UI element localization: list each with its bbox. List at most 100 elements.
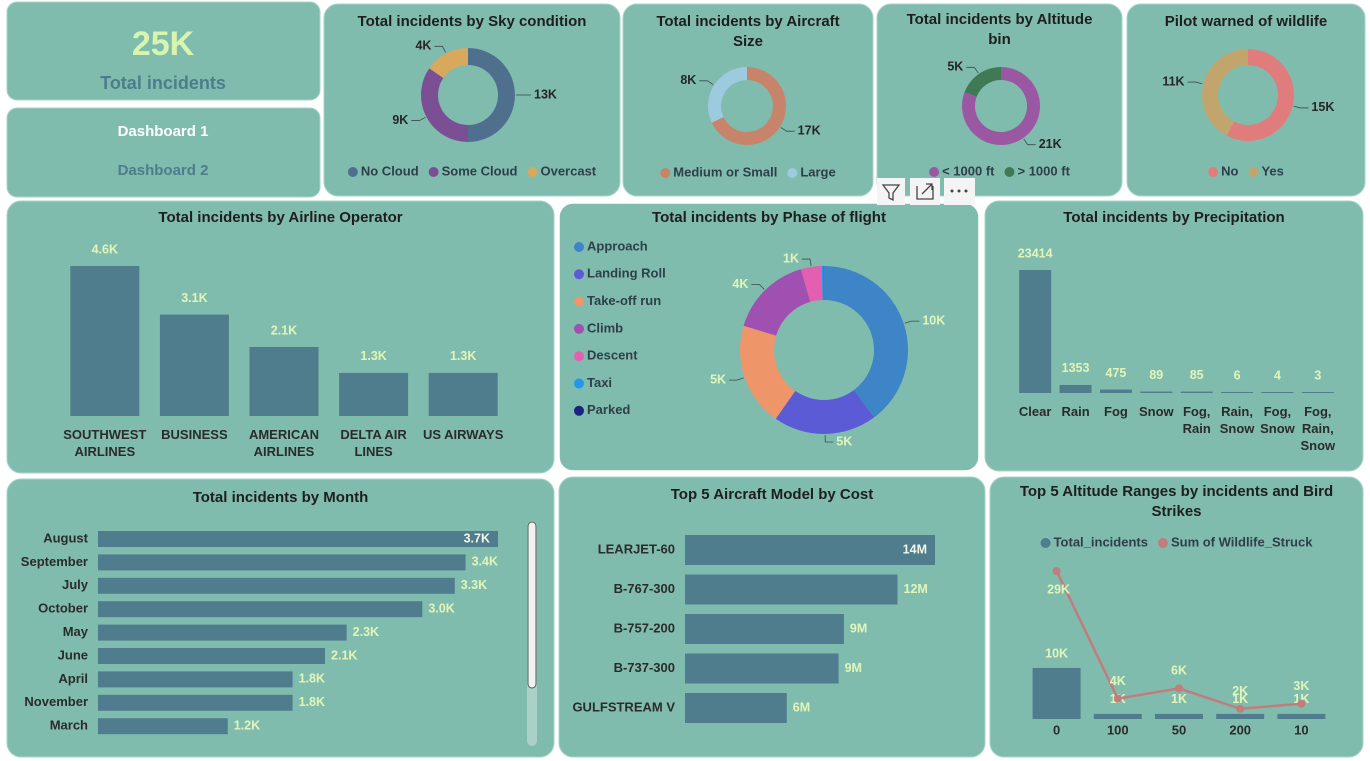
data-label: 5K <box>947 60 963 74</box>
legend-label: > 1000 ft <box>1018 163 1071 178</box>
x-tick-label: 0 <box>1053 722 1060 737</box>
data-label: 3.7K <box>464 531 490 545</box>
y-tick-label: LEARJET-60 <box>598 541 675 556</box>
bar <box>339 372 409 415</box>
text-line: SOUTHWEST <box>63 427 146 442</box>
bar <box>1019 270 1052 392</box>
legend-label: Take-off run <box>587 293 661 308</box>
text-line: US AIRWAYS <box>423 427 504 442</box>
data-label: 8K <box>680 73 696 87</box>
legend-label: Total_incidents <box>1054 534 1148 549</box>
data-label: 6M <box>793 700 810 714</box>
text-line: Rain, <box>1221 404 1253 419</box>
text-line: Strikes <box>1151 503 1201 520</box>
line-point <box>1052 567 1061 575</box>
data-label: 1.2K <box>234 718 260 732</box>
leader-line <box>904 320 920 324</box>
donut-segment <box>743 269 811 336</box>
text-line: DELTA AIR <box>340 427 407 442</box>
chart-title: Total incidents by Sky condition <box>358 13 587 30</box>
chart-title: Top 5 Altitude Ranges by incidents and B… <box>1020 483 1333 520</box>
text-line: Total incidents by Altitude <box>907 11 1093 28</box>
text-line: Total incidents by Sky condition <box>358 13 587 30</box>
data-label: 3.1K <box>181 291 207 305</box>
text-line: Rain, <box>1302 421 1334 436</box>
data-label: 1K <box>1171 692 1187 706</box>
line-point <box>1175 684 1183 693</box>
text-line: Size <box>733 33 763 50</box>
y-tick-label: B-737-300 <box>614 660 675 675</box>
charts: Total incidents by Sky condition 13K 9K 4K N… <box>6 3 1366 758</box>
text-line: AMERICAN <box>249 427 319 442</box>
text-line: Pilot warned of wildlife <box>1165 13 1328 30</box>
x-tick-label: Fog, Rain, Snow <box>1300 404 1336 453</box>
leader-line <box>434 45 447 53</box>
data-label: 21K <box>1039 137 1062 151</box>
data-label: 11K <box>1162 74 1184 88</box>
text-line: Fog <box>1104 404 1128 419</box>
leader-line <box>802 258 812 267</box>
legend-marker <box>574 242 584 252</box>
data-label: 1K <box>783 251 799 265</box>
text-line: Total incidents by Precipitation <box>1063 209 1284 226</box>
text-line: LINES <box>354 444 393 459</box>
leader-line <box>699 80 714 85</box>
bar <box>1059 384 1092 392</box>
legend-label: Yes <box>1261 163 1283 178</box>
bar <box>685 653 839 684</box>
kpi-label: Total incidents <box>100 73 226 93</box>
chart-title: Total incidents by Aircraft Size <box>656 13 839 50</box>
chart-card <box>876 3 1123 197</box>
donut-segment <box>1226 49 1294 141</box>
text-line: Snow <box>1260 421 1296 436</box>
text-line: BUSINESS <box>161 427 228 442</box>
data-label: 10K <box>922 313 945 327</box>
legend-marker <box>527 167 538 177</box>
x-tick-label: SOUTHWEST AIRLINES <box>63 427 146 459</box>
data-label: 2.3K <box>353 625 379 639</box>
y-tick-label: B-757-200 <box>614 620 675 635</box>
filter-button[interactable] <box>877 178 905 205</box>
bar <box>98 718 228 735</box>
legend-label: Some Cloud <box>442 163 518 178</box>
text-line: Top 5 Altitude Ranges by incidents and B… <box>1020 483 1333 500</box>
legend-marker <box>574 378 584 389</box>
y-tick-label: September <box>21 554 88 569</box>
bar <box>1155 713 1203 719</box>
chart-card <box>984 200 1364 472</box>
bar <box>98 531 498 547</box>
bar <box>685 535 935 565</box>
data-label: 14M <box>903 542 927 556</box>
donut-segment <box>800 266 823 302</box>
legend-marker <box>574 351 584 362</box>
leader-line <box>729 377 744 381</box>
legend-marker <box>660 168 671 178</box>
nav-button[interactable]: Dashboard 1 <box>118 123 209 140</box>
data-label: 1K <box>1232 692 1248 706</box>
text-line: bin <box>988 31 1011 48</box>
scrollbar-thumb[interactable] <box>527 521 537 689</box>
x-tick-label: Fog, Snow <box>1260 404 1296 436</box>
data-label: 5K <box>836 434 852 448</box>
bar <box>98 624 347 641</box>
nav-button[interactable]: Dashboard 2 <box>118 162 209 179</box>
bar <box>98 694 293 711</box>
visual-toolbar <box>877 178 975 205</box>
y-tick-label: March <box>50 718 88 733</box>
text-line: Total incidents by Month <box>193 489 369 506</box>
data-label: 2.1K <box>271 323 297 337</box>
data-label: 3.0K <box>428 601 454 615</box>
bar <box>1277 713 1326 719</box>
bar <box>98 554 466 571</box>
data-label: 9M <box>850 621 867 635</box>
bar <box>428 372 498 415</box>
legend-label: Overcast <box>540 163 596 178</box>
bar <box>70 266 140 415</box>
data-label: 2.1K <box>331 648 357 662</box>
legend-marker <box>574 405 584 416</box>
bar <box>98 577 455 594</box>
y-tick-label: GULFSTREAM V <box>572 699 675 714</box>
text-line: Snow <box>1139 404 1175 419</box>
